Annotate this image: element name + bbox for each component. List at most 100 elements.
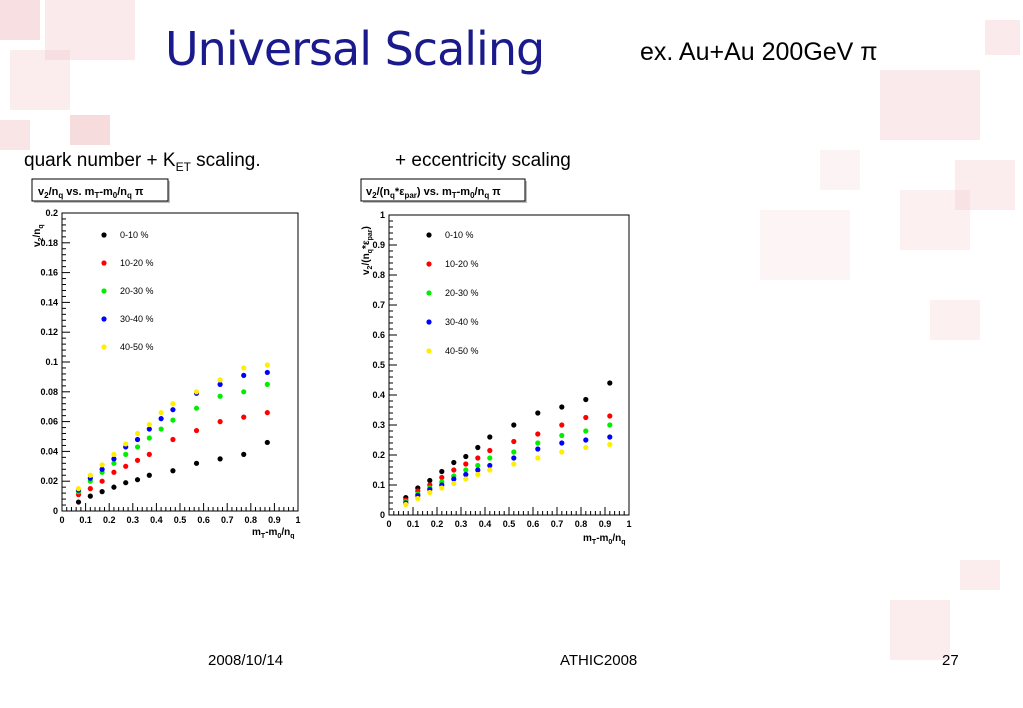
y-tick-label: 1 [380, 210, 385, 220]
chart-title-frame [360, 178, 526, 202]
legend-label: 40-50 % [445, 346, 479, 356]
series-group [75, 439, 270, 505]
data-point [241, 414, 247, 420]
x-tick-label: 0 [386, 519, 391, 529]
ylabel-close: ) [361, 226, 372, 229]
legend-marker [426, 319, 432, 325]
title-part: q [58, 191, 63, 200]
chart-title-frame [31, 178, 169, 202]
data-point [583, 444, 589, 451]
y-tick-label: 0.12 [40, 327, 58, 337]
data-point [170, 468, 176, 474]
title-part: /n [117, 186, 127, 198]
data-point [511, 461, 517, 467]
legend-label: 20-30 % [445, 288, 479, 298]
data-point [123, 463, 129, 469]
data-point [607, 380, 613, 386]
title-part: *ε [395, 186, 405, 198]
xlabel-part: 0 [608, 539, 612, 546]
data-point [170, 417, 176, 423]
title-part: 0 [470, 191, 475, 200]
x-tick-label: 0 [59, 515, 64, 525]
data-point [583, 396, 589, 403]
background-square [890, 600, 950, 660]
title-part: q [484, 191, 489, 200]
data-point [451, 480, 457, 487]
series-group [75, 362, 270, 492]
x-tick-label: 0.2 [431, 519, 444, 529]
ylabel-part: 2 [38, 237, 45, 241]
background-square [900, 190, 970, 250]
data-point [99, 466, 105, 472]
series-group [75, 369, 270, 493]
y-tick-label: 0.02 [40, 476, 58, 486]
legend-marker [426, 348, 432, 354]
right-chart: v2/(nq*εpar) vs. mT-m0/nq π 0 0.1 0.2 0.3 0.… [357, 175, 637, 547]
title-part: v [366, 186, 373, 198]
chart-title: v2/(nq*εpar) vs. mT-m0/nq π [366, 186, 501, 200]
legend-marker [101, 232, 107, 238]
axis-ticks: 0 0.1 0.2 0.3 0.4 0.5 0.6 0.7 0.8 0.9 1 0 0.02 0.04 0.… [40, 208, 300, 525]
data-point [511, 449, 517, 455]
ylabel-part: q [38, 224, 45, 228]
data-point [170, 401, 176, 407]
data-point [123, 441, 129, 447]
data-point [487, 455, 493, 461]
left-chart-caption: quark number + KET scaling. [24, 150, 261, 174]
x-tick-label: 0.8 [245, 515, 258, 525]
data-point [559, 449, 565, 455]
data-point [134, 436, 141, 443]
title-part: π [489, 186, 501, 198]
y-tick-label: 0.7 [372, 300, 385, 310]
title-part: 2 [372, 191, 377, 200]
slide-title: Universal Scaling [165, 22, 545, 76]
ylabel-part: /(n [361, 253, 372, 265]
title-part: par [404, 191, 416, 200]
ylabel-part: v [361, 269, 372, 275]
legend-marker [426, 232, 432, 238]
x-tick-label: 0.6 [527, 519, 540, 529]
title-part: /n [475, 186, 485, 198]
left-caption-tail: scaling. [190, 150, 261, 171]
legend-label: 10-20 % [120, 258, 154, 268]
y-tick-label: 0.8 [372, 270, 385, 280]
legend-label: 30-40 % [445, 317, 479, 327]
legend-label: 40-50 % [120, 342, 154, 352]
title-part: /n [49, 186, 59, 198]
ylabel-part: q [367, 249, 374, 253]
x-tick-label: 0.1 [407, 519, 420, 529]
data-point [439, 468, 445, 475]
legend-marker [101, 260, 107, 266]
data-point [134, 430, 141, 437]
data-point [607, 422, 613, 428]
data-point [607, 441, 613, 448]
left-chart: v2/nq vs. mT-m0/nq π 0 0.1 0.2 0.3 0.4 0.5 0.6… [26, 175, 308, 539]
y-tick-label: 0 [380, 510, 385, 520]
title-part: q [390, 191, 395, 200]
data-point [535, 455, 541, 461]
y-tick-label: 0.1 [45, 357, 58, 367]
data-point [158, 410, 164, 416]
background-square [880, 70, 980, 140]
footer-page-number: 27 [942, 652, 959, 669]
data-point [475, 467, 481, 473]
data-point [439, 485, 445, 491]
y-tick-label: 0.08 [40, 387, 58, 397]
data-point [559, 422, 565, 428]
series-group [403, 441, 613, 508]
ylabel-part: *ε [361, 240, 372, 249]
data-point [241, 389, 247, 395]
background-square [930, 300, 980, 340]
data-point [146, 421, 152, 428]
data-point [511, 422, 517, 428]
data-point [111, 456, 117, 462]
title-part: v [38, 186, 45, 198]
title-part: q [127, 191, 132, 200]
legend-label: 10-20 % [445, 259, 479, 269]
x-tick-label: 0.8 [575, 519, 588, 529]
background-square [0, 0, 40, 40]
data-point [146, 472, 152, 478]
data-point [99, 478, 105, 484]
title-part: /(n [377, 186, 391, 198]
xlabel-part: -m [265, 527, 277, 538]
